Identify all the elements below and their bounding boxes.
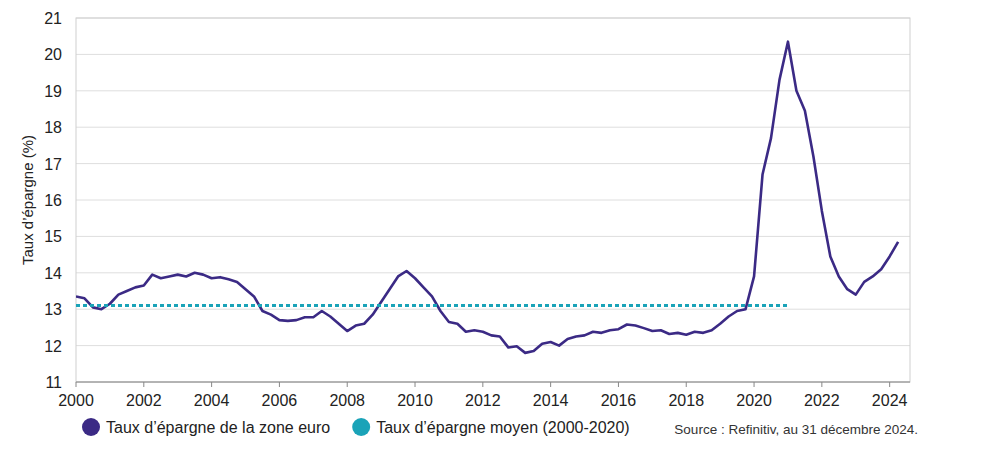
y-tick-label: 20	[44, 46, 62, 63]
x-tick	[279, 382, 280, 387]
grid-line	[76, 345, 910, 346]
x-tick-label: 2022	[804, 392, 840, 409]
x-tick-label: 2010	[397, 392, 433, 409]
source-note: Source : Refinitiv, au 31 décembre 2024.	[674, 422, 918, 437]
grid-line	[76, 236, 910, 237]
chart-container: 11 12 13 14 15 16 17 18 19 20 21 2000 2002 2004 2006 20…	[0, 0, 1005, 466]
x-tick	[889, 382, 890, 387]
x-tick	[76, 382, 77, 387]
x-tick-label: 2012	[465, 392, 501, 409]
data-group	[76, 42, 898, 353]
legend-marker	[352, 418, 370, 436]
y-tick-label: 15	[44, 228, 62, 245]
x-tick-label: 2018	[668, 392, 704, 409]
y-axis-label: Taux d’épargne (%)	[19, 135, 36, 265]
x-tick	[550, 382, 551, 387]
grid-line	[76, 90, 910, 91]
grid-line	[76, 163, 910, 164]
x-tick	[482, 382, 483, 387]
y-tick-label: 13	[44, 301, 62, 318]
y-tick-label: 19	[44, 83, 62, 100]
x-tick	[686, 382, 687, 387]
x-tick	[211, 382, 212, 387]
legend-label: Taux d’épargne de la zone euro	[106, 419, 330, 436]
series-line	[76, 42, 898, 353]
y-tick-label: 12	[44, 338, 62, 355]
chart-svg: 11 12 13 14 15 16 17 18 19 20 21 2000 2002 2004 2006 20…	[0, 0, 1005, 466]
x-axis-line	[76, 382, 910, 383]
x-tick-label: 2000	[58, 392, 94, 409]
x-tick-label: 2020	[736, 392, 772, 409]
legend: Taux d’épargne de la zone euro Taux d’épa…	[82, 418, 630, 436]
x-tick	[821, 382, 822, 387]
grid-line	[76, 382, 910, 383]
average-line	[76, 304, 788, 307]
legend-marker	[82, 418, 100, 436]
x-tick	[754, 382, 755, 387]
y-tick-label: 14	[44, 265, 62, 282]
x-tick-label: 2008	[329, 392, 365, 409]
x-tick-label: 2024	[872, 392, 908, 409]
x-tick	[415, 382, 416, 387]
plot-frame	[76, 18, 910, 382]
legend-label: Taux d’épargne moyen (2000-2020)	[376, 419, 630, 436]
x-tick-label: 2014	[533, 392, 569, 409]
x-tick-label: 2006	[262, 392, 298, 409]
grid-line	[76, 309, 910, 310]
x-tick-label: 2016	[601, 392, 637, 409]
y-tick-label: 17	[44, 156, 62, 173]
x-tick-label: 2002	[126, 392, 162, 409]
x-tick	[618, 382, 619, 387]
grid-line	[76, 127, 910, 128]
y-tick-label: 21	[44, 10, 62, 27]
y-grid	[76, 18, 910, 382]
x-tick	[143, 382, 144, 387]
y-tick-label: 16	[44, 192, 62, 209]
y-tick-label: 11	[45, 374, 62, 391]
grid-line	[76, 200, 910, 201]
y-tick-label: 18	[44, 119, 62, 136]
x-tick	[347, 382, 348, 387]
x-tick-label: 2004	[194, 392, 230, 409]
